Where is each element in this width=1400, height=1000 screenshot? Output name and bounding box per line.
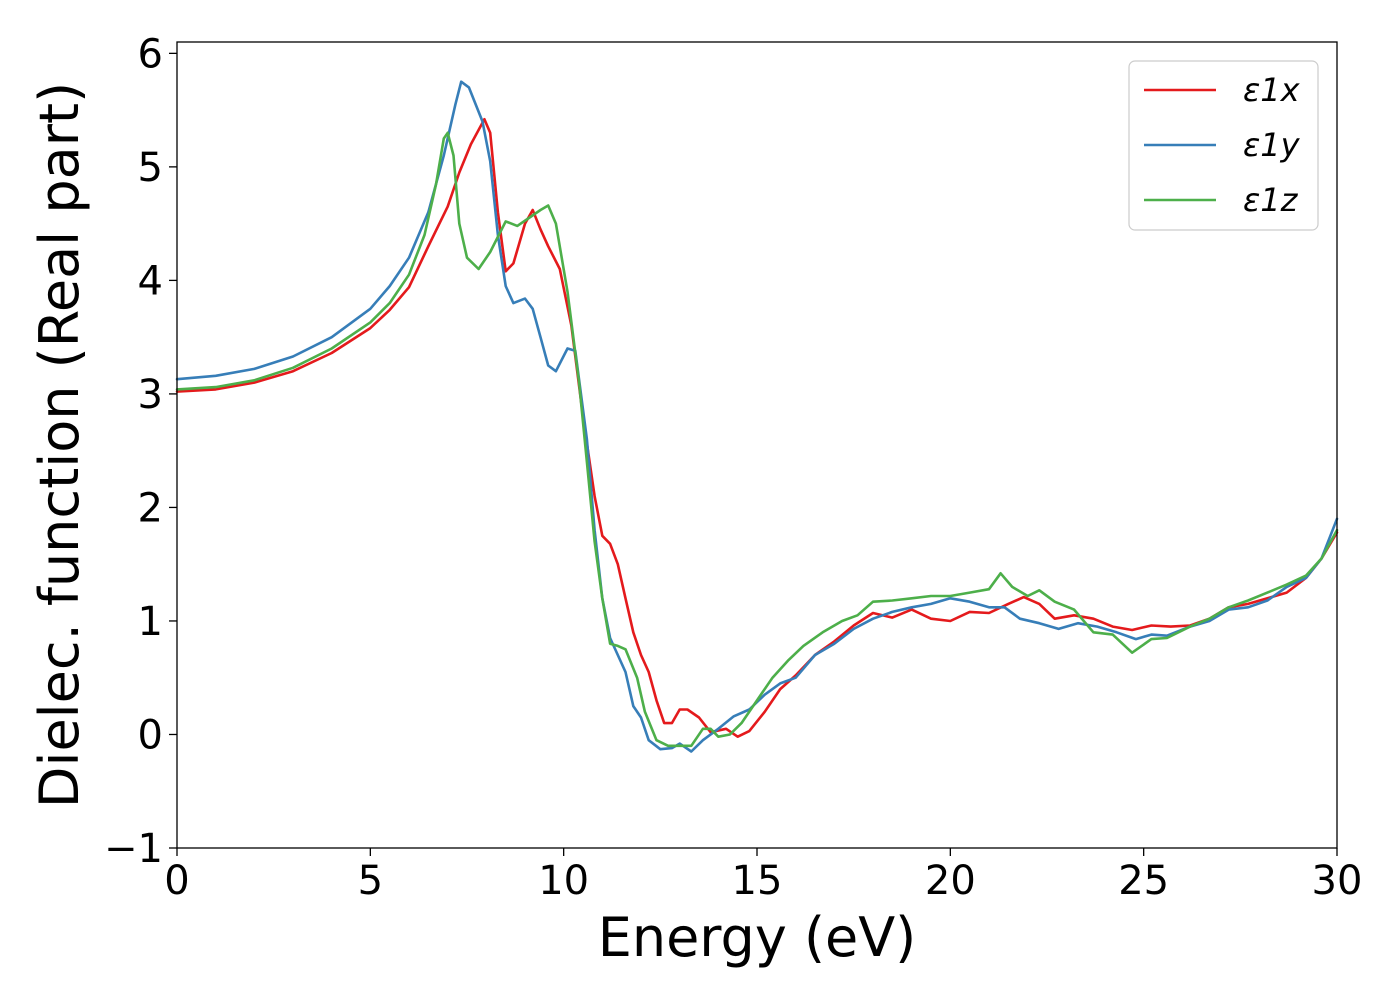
x-tick-label: 25 xyxy=(1118,858,1169,904)
y-axis-title: Dielec. function (Real part) xyxy=(28,82,91,808)
legend: ε1x ε1y ε1z xyxy=(1128,60,1319,231)
y-tick-label: 4 xyxy=(138,258,163,304)
y-tick-label: 3 xyxy=(138,372,163,418)
y-tick-label: 6 xyxy=(138,31,163,77)
series-line-3 xyxy=(175,131,1339,748)
legend-box xyxy=(1128,60,1319,231)
x-tick-label: 15 xyxy=(732,858,783,904)
y-tick-label: −1 xyxy=(104,826,163,872)
x-tick-label: 0 xyxy=(164,858,189,904)
y-tick-label: 1 xyxy=(138,599,163,645)
x-tick-label: 30 xyxy=(1312,858,1363,904)
legend-label-1: ε1x xyxy=(1243,71,1301,109)
y-tick-label: 0 xyxy=(138,712,163,758)
x-tick-label: 10 xyxy=(538,858,589,904)
x-tick-label: 5 xyxy=(358,858,383,904)
x-tick-label: 20 xyxy=(925,858,976,904)
y-tick-label: 2 xyxy=(138,485,163,531)
y-tick-label: 5 xyxy=(138,145,163,191)
x-axis-title: Energy (eV) xyxy=(598,906,917,969)
series-line-2 xyxy=(175,80,1339,753)
legend-label-2: ε1y xyxy=(1243,126,1301,164)
series-layer xyxy=(175,80,1339,753)
legend-label-3: ε1z xyxy=(1243,181,1299,219)
series-line-1 xyxy=(175,117,1339,738)
